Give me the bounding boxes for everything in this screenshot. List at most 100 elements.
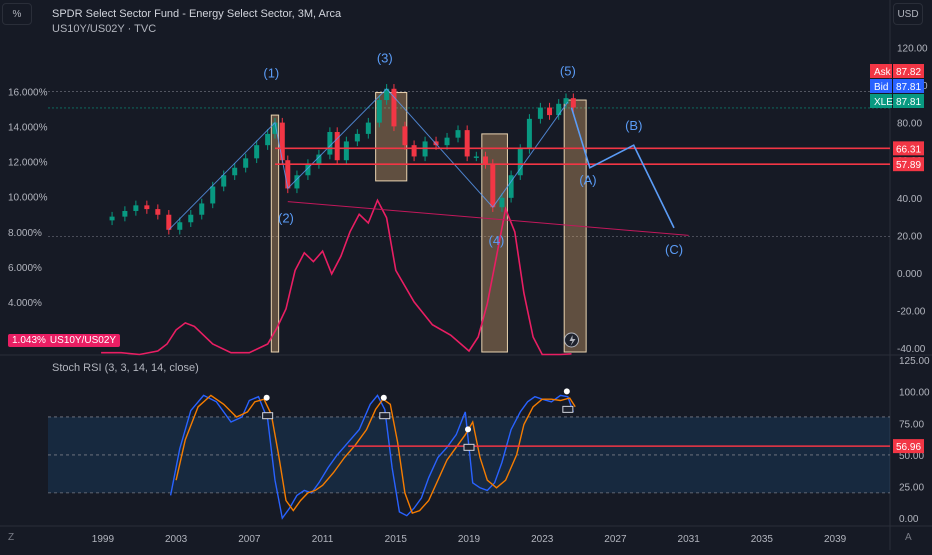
overlay-axis-tick: 14.000% <box>8 123 48 134</box>
price-axis-tick: 20.00 <box>897 231 922 242</box>
stoch-level-value: 56.96 <box>896 442 921 453</box>
stoch-axis-tick: 125.00 <box>899 356 930 367</box>
time-axis-tick: 2003 <box>165 534 188 545</box>
spread-line <box>101 198 572 356</box>
xle-value-bg <box>893 94 924 108</box>
overlay-axis-tick: 12.000% <box>8 158 48 169</box>
overlay-value: 1.043% <box>12 335 46 346</box>
time-axis-tick: 2019 <box>458 534 481 545</box>
xle-label-bg <box>870 94 892 108</box>
price-axis-tick: 80.00 <box>897 119 922 130</box>
wave-label: (2) <box>278 210 294 225</box>
chart-title: SPDR Select Sector Fund - Energy Select … <box>52 8 342 20</box>
candle-body <box>133 205 139 211</box>
time-axis-tick: 2035 <box>751 534 774 545</box>
time-axis-tick: 2011 <box>312 534 334 545</box>
candle-body <box>272 122 278 134</box>
candle-body <box>210 186 216 204</box>
candle-body <box>570 98 576 108</box>
candle-body <box>444 137 450 146</box>
currency-button[interactable]: USD <box>893 3 923 25</box>
candle-body <box>391 88 397 127</box>
timezone-toggle[interactable]: Z <box>8 532 15 543</box>
wave-label: (A) <box>579 173 596 188</box>
xle-label: XLE <box>874 97 893 108</box>
overlay-axis-tick: 4.000% <box>8 298 42 309</box>
level-1-value-bg <box>893 141 924 156</box>
candle-body <box>279 122 285 161</box>
candle-body <box>411 145 417 157</box>
bid-label-bg <box>870 79 892 93</box>
candle-body <box>547 107 553 116</box>
ask-value: 87.82 <box>896 67 921 78</box>
stoch-peak-dot <box>380 394 387 401</box>
overlay-name: US10Y/US02Y <box>49 335 117 346</box>
wave-label: (B) <box>625 118 642 133</box>
percent-scale-button[interactable]: % <box>2 3 32 25</box>
candle-body <box>122 210 128 217</box>
candle-body <box>343 141 349 161</box>
auto-scale-toggle[interactable]: A <box>905 532 912 543</box>
candle-body <box>199 203 205 215</box>
trendline <box>287 201 689 236</box>
overlay-value-badge: 1.043% US10Y/US02Y <box>8 334 121 347</box>
bid-value: 87.81 <box>896 82 921 93</box>
overlay-subtitle[interactable]: US10Y/US02Y · TVC <box>52 23 157 35</box>
level-1-value: 66.31 <box>896 144 921 155</box>
candle-body <box>517 148 523 176</box>
candle-body <box>334 132 340 161</box>
candle-body <box>526 118 532 149</box>
candle-body <box>265 133 271 146</box>
ask-value-bg <box>893 64 924 78</box>
candle-body <box>508 175 514 198</box>
stoch-axis-tick: 0.00 <box>899 514 919 525</box>
stoch-rsi-label[interactable]: Stoch RSI (3, 3, 14, 14, close) <box>52 362 199 374</box>
candle-body <box>305 163 311 176</box>
wave-label: (3) <box>377 50 393 65</box>
candle-body <box>537 107 543 119</box>
candle-body <box>499 197 505 208</box>
candle-body <box>482 156 488 164</box>
stoch-marker <box>379 412 391 420</box>
stoch-axis-tick: 50.00 <box>899 451 924 462</box>
bid-value-bg <box>893 79 924 93</box>
candle-body <box>384 88 390 101</box>
candle-body <box>455 130 461 138</box>
overlay-axis-tick: 10.000% <box>8 193 48 204</box>
stoch-axis-tick: 75.00 <box>899 419 924 430</box>
bid-label: Bid <box>874 82 888 93</box>
price-axis-tick: -40.00 <box>897 344 926 355</box>
highlight-box-1 <box>270 114 280 353</box>
candle-body <box>221 175 227 187</box>
overlay-axis-tick: 8.000% <box>8 228 42 239</box>
time-axis-tick: 2015 <box>385 534 408 545</box>
candle-body <box>316 154 322 164</box>
abc-projection <box>570 107 675 229</box>
xle-value: 87.81 <box>896 97 921 108</box>
candle-body <box>376 100 382 123</box>
candle-body <box>285 160 291 189</box>
time-axis-tick: 2007 <box>238 534 261 545</box>
time-axis-tick: 1999 <box>92 534 115 545</box>
overlay-axis-tick: 6.000% <box>8 263 42 274</box>
stoch-marker <box>463 443 475 451</box>
time-axis-tick: 2027 <box>604 534 627 545</box>
candle-body <box>294 175 300 189</box>
stoch-axis-tick: 25.00 <box>899 483 924 494</box>
candle-body <box>177 222 183 230</box>
candle-body <box>166 214 172 230</box>
level-2-value: 57.89 <box>896 160 921 171</box>
stoch-peak-dot <box>563 388 570 395</box>
candle-body <box>188 214 194 223</box>
price-axis-tick: 40.00 <box>897 194 922 205</box>
stoch-line-K <box>169 394 574 520</box>
wave-label: (5) <box>560 64 576 79</box>
candle-body <box>473 156 479 158</box>
price-axis-tick: -20.00 <box>897 307 926 318</box>
stoch-level-bg <box>893 439 924 454</box>
candle-body <box>563 98 569 104</box>
level-2-value-bg <box>893 157 924 172</box>
candle-body <box>402 126 408 146</box>
stoch-peak-dot <box>263 394 270 401</box>
ask-label: Ask <box>874 67 892 78</box>
